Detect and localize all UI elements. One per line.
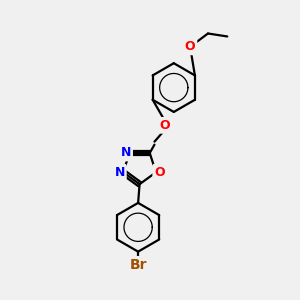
Text: N: N [114,166,125,179]
Text: N: N [121,146,131,160]
Text: O: O [160,119,170,132]
Text: O: O [154,166,165,179]
Text: O: O [185,40,195,53]
Text: Br: Br [129,258,147,272]
